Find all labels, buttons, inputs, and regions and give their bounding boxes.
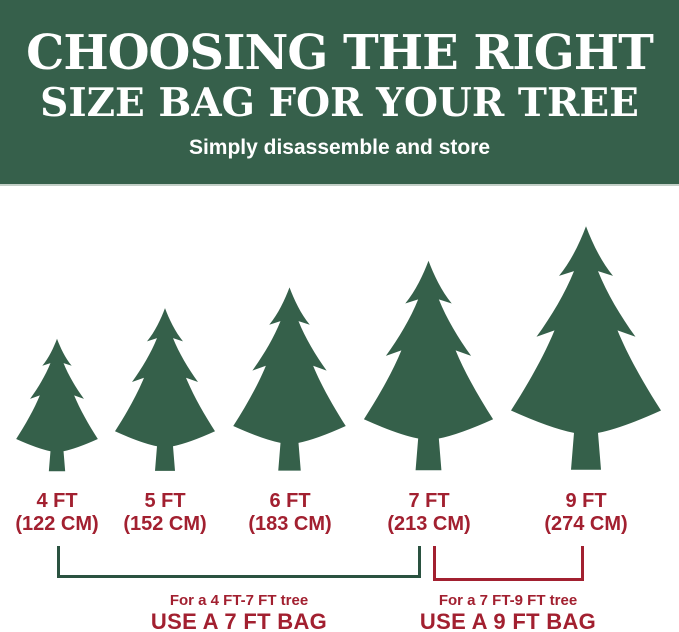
- tree-size-cm: (213 CM): [387, 513, 471, 535]
- pine-tree-icon-6ft: [233, 287, 346, 471]
- recommendation-9ft-bag: For a 7 FT-9 FT tree USE A 9 FT BAG: [358, 592, 658, 632]
- bracket-4ft-to-7ft: [57, 546, 421, 578]
- tree-size-cm: (274 CM): [544, 513, 628, 535]
- tree-size-ft: 6 FT: [269, 490, 311, 512]
- recommendation-range: For a 4 FT-7 FT tree: [169, 592, 309, 609]
- tree-size-cm: (152 CM): [123, 513, 207, 535]
- recommendation-bag: USE A 7 FT BAG: [150, 609, 328, 632]
- bracket-7ft-to-9ft: [433, 546, 584, 581]
- tree-size-ft: 7 FT: [408, 490, 450, 512]
- recommendation-7ft-bag: For a 4 FT-7 FT tree USE A 7 FT BAG: [89, 592, 389, 632]
- title-line-1: CHOOSING THE RIGHT: [26, 25, 654, 81]
- recommendation-bag: USE A 9 FT BAG: [419, 609, 597, 632]
- pine-tree-icon-5ft: [115, 308, 215, 471]
- tree-size-label-9ft: 9 FT (274 CM): [516, 490, 656, 536]
- pine-tree-icon-7ft: [363, 260, 494, 471]
- header-banner: CHOOSING THE RIGHT SIZE BAG FOR YOUR TRE…: [0, 0, 679, 186]
- title-line-2: SIZE BAG FOR YOUR TREE: [40, 80, 639, 126]
- recommendation-range: For a 7 FT-9 FT tree: [438, 592, 578, 609]
- tree-size-ft: 4 FT: [36, 490, 78, 512]
- tree-size-label-5ft: 5 FT (152 CM): [95, 490, 235, 536]
- tree-size-ft: 9 FT: [565, 490, 607, 512]
- subtitle: Simply disassemble and store: [188, 136, 491, 159]
- pine-tree-icon-9ft: [511, 226, 661, 470]
- tree-size-cm: (122 CM): [15, 513, 99, 535]
- pine-tree-icon-4ft: [16, 338, 98, 472]
- tree-size-label-7ft: 7 FT (213 CM): [359, 490, 499, 536]
- tree-size-label-6ft: 6 FT (183 CM): [220, 490, 360, 536]
- tree-size-ft: 5 FT: [144, 490, 186, 512]
- size-comparison-area: 4 FT (122 CM) 5 FT (152 CM) 6 FT (183 CM…: [0, 186, 679, 632]
- tree-size-cm: (183 CM): [248, 513, 332, 535]
- tree-size-label-4ft: 4 FT (122 CM): [0, 490, 127, 536]
